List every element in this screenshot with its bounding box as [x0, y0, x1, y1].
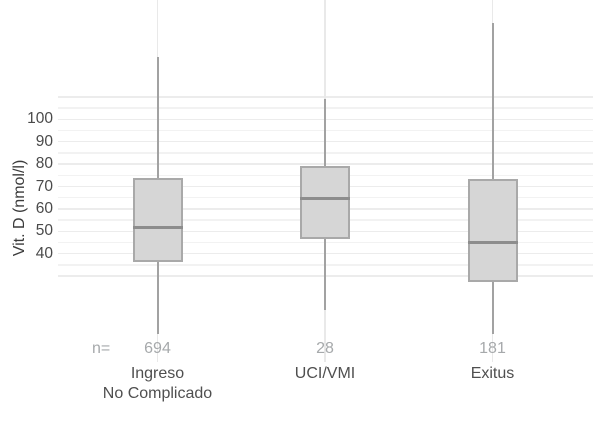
y-tick-label: 60	[35, 199, 53, 217]
boxplot-median-line	[300, 197, 350, 201]
category-label-line: No Complicado	[102, 385, 213, 402]
n-value: 694	[144, 340, 171, 357]
y-tick-label: 70	[35, 177, 53, 195]
boxplot-lower-whisker	[324, 239, 326, 310]
category-label-line: UCI/VMI	[294, 365, 356, 382]
y-tick-label: 100	[27, 110, 53, 128]
y-tick-label: 80	[35, 155, 53, 173]
y-tick-label: 40	[35, 244, 53, 262]
category-label-line: Exitus	[470, 365, 515, 382]
boxplot-box	[467, 178, 518, 282]
y-tick-label: 50	[35, 222, 53, 240]
boxplot-median-line	[132, 226, 183, 230]
y-tick-label: 90	[35, 132, 53, 150]
category-label-line: Ingreso	[130, 365, 185, 382]
category-label: UCI/VMI	[245, 364, 405, 384]
boxplot-box	[300, 166, 350, 240]
boxplot-upper-whisker	[324, 99, 326, 167]
boxplot-lower-whisker	[156, 261, 159, 335]
boxplot-box	[132, 177, 183, 262]
n-value: 28	[316, 340, 334, 357]
n-equals-label: n=	[92, 340, 111, 357]
boxplot-lower-whisker	[491, 281, 494, 335]
category-label: Exitus	[413, 364, 573, 384]
boxplot-median-line	[467, 241, 518, 244]
n-value: 181	[479, 340, 506, 357]
category-label: Ingreso No Complicado	[78, 364, 238, 404]
boxplot-upper-whisker	[491, 22, 494, 179]
boxplot-upper-whisker	[156, 56, 159, 178]
